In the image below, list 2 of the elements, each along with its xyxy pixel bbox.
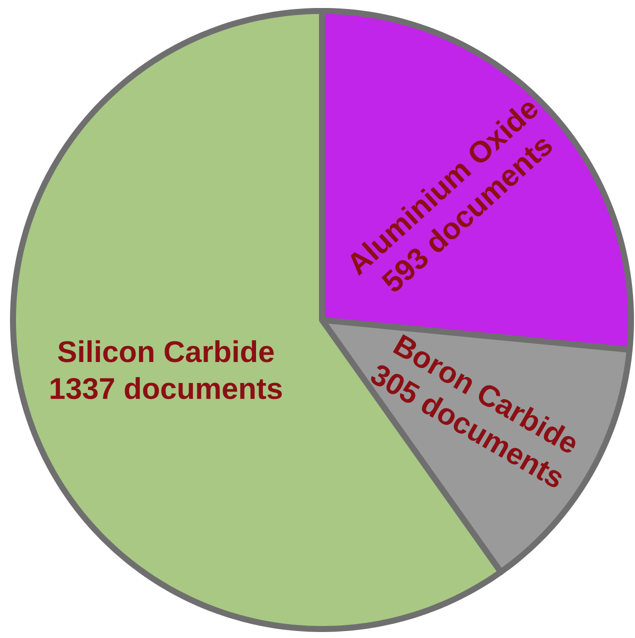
slice-label: Silicon Carbide [58,340,274,362]
data-label: 1337 documents [50,377,282,400]
